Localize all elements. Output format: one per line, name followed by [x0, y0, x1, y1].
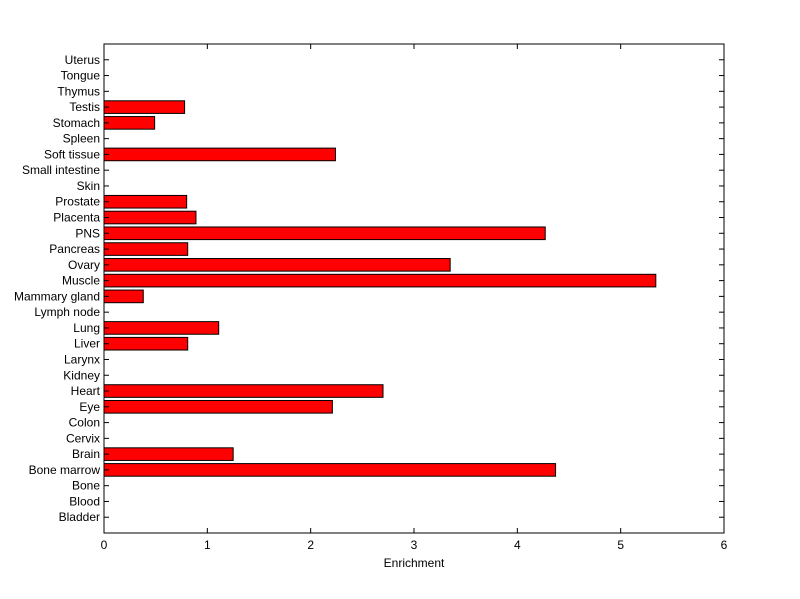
bar-brain	[103, 447, 234, 461]
category-label: Soft tissue	[44, 147, 100, 161]
x-tick-label: 4	[514, 538, 521, 552]
bar-mammary-gland	[103, 289, 144, 304]
bar-eye	[103, 400, 333, 414]
category-label: Lung	[73, 321, 100, 335]
category-label: Muscle	[62, 274, 100, 288]
ticks-layer	[103, 44, 725, 533]
x-axis-label: Enrichment	[384, 556, 445, 570]
category-label: Liver	[74, 337, 100, 351]
category-label: Thymus	[57, 84, 100, 98]
bar-testis	[103, 100, 186, 114]
category-label: Ovary	[68, 258, 100, 272]
x-tick-label: 6	[721, 538, 728, 552]
category-label: Brain	[72, 447, 100, 461]
category-label: Bladder	[59, 510, 100, 524]
bar-bone-marrow	[103, 463, 557, 477]
bar-pancreas	[103, 242, 189, 256]
bar-heart	[103, 384, 384, 398]
bar-lung	[103, 321, 220, 335]
category-label: Heart	[71, 384, 101, 398]
bar-soft-tissue	[103, 147, 336, 162]
category-label: Eye	[79, 400, 100, 414]
category-label: Pancreas	[49, 242, 100, 256]
category-label: Uterus	[65, 53, 100, 67]
bar-pns	[103, 226, 546, 241]
category-label: Bone	[72, 479, 100, 493]
category-label: Blood	[69, 494, 100, 508]
category-label: Placenta	[53, 211, 100, 225]
x-tick-label: 0	[101, 538, 108, 552]
category-label: Bone marrow	[29, 463, 101, 477]
x-tick-label: 3	[411, 538, 418, 552]
category-label: Skin	[77, 179, 100, 193]
bar-placenta	[103, 210, 197, 225]
bars-layer	[103, 100, 657, 477]
category-label: Stomach	[53, 116, 100, 130]
x-tick-label: 5	[617, 538, 624, 552]
category-label: Tongue	[61, 69, 101, 83]
bar-muscle	[103, 273, 657, 288]
x-tick-label: 1	[204, 538, 211, 552]
category-label: Kidney	[63, 368, 100, 382]
bar-ovary	[103, 258, 451, 272]
x-tick-label: 2	[307, 538, 314, 552]
bar-stomach	[103, 116, 156, 130]
category-label: PNS	[75, 226, 100, 240]
category-label: Colon	[69, 416, 100, 430]
category-label: Testis	[69, 100, 100, 114]
bar-prostate	[103, 194, 188, 209]
category-label: Prostate	[55, 195, 100, 209]
category-label: Larynx	[64, 352, 100, 366]
bar-liver	[103, 336, 189, 351]
category-label: Mammary gland	[14, 289, 100, 303]
category-label: Small intestine	[22, 163, 100, 177]
category-label: Cervix	[66, 431, 100, 445]
category-label: Spleen	[63, 132, 100, 146]
category-label: Lymph node	[34, 305, 100, 319]
x-tick-labels: 0 1 2 3 4 5 6	[101, 538, 728, 552]
